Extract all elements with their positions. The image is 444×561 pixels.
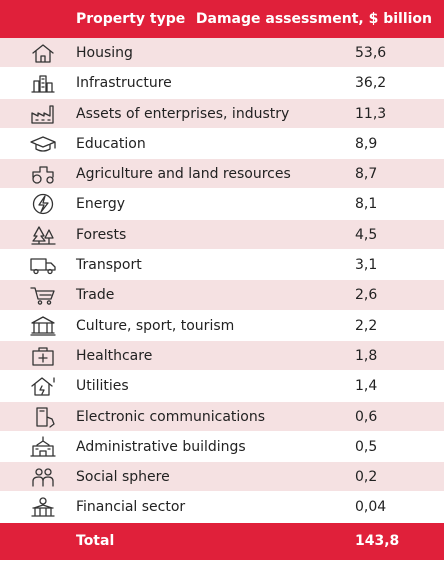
row-label: Forests bbox=[76, 226, 127, 243]
truck-icon bbox=[28, 254, 58, 276]
row-value: 0,04 bbox=[355, 499, 387, 516]
government-building-icon bbox=[28, 436, 58, 458]
row-label: Social sphere bbox=[76, 469, 170, 486]
table-row: Housing 53,6 bbox=[0, 38, 444, 69]
row-label: Energy bbox=[76, 196, 126, 213]
phone-hand-icon bbox=[28, 406, 58, 428]
table-row: Infrastructure 36,2 bbox=[0, 68, 444, 99]
row-label: Education bbox=[76, 135, 146, 152]
total-label: Total bbox=[76, 532, 115, 549]
row-value: 8,9 bbox=[355, 135, 378, 152]
museum-icon bbox=[28, 315, 58, 337]
row-value: 1,8 bbox=[355, 347, 378, 364]
table-row: Healthcare 1,8 bbox=[0, 340, 444, 372]
total-row: Total 143,8 bbox=[0, 522, 444, 560]
table-body: Housing 53,6 Infrastructure 36,2 Assets of e… bbox=[0, 38, 444, 523]
row-value: 0,6 bbox=[355, 408, 378, 425]
row-label: Housing bbox=[76, 45, 133, 61]
row-label: Infrastructure bbox=[76, 75, 172, 92]
row-value: 2,6 bbox=[355, 287, 378, 304]
row-label: Culture, sport, tourism bbox=[76, 317, 235, 334]
table-row: Assets of enterprises, industry 11,3 bbox=[0, 98, 444, 129]
row-label: Healthcare bbox=[76, 347, 153, 364]
table-row: Trade 2,6 bbox=[0, 280, 444, 311]
row-label: Trade bbox=[76, 287, 115, 304]
row-label: Electronic communications bbox=[76, 408, 266, 425]
header-damage-assessment: Damage assessment, $ billion bbox=[195, 11, 432, 27]
city-buildings-icon bbox=[28, 72, 58, 94]
row-label: Assets of enterprises, industry bbox=[76, 105, 290, 122]
row-label: Financial sector bbox=[76, 499, 186, 516]
header-property-type: Property type bbox=[76, 11, 186, 27]
factory-icon bbox=[28, 103, 58, 125]
tractor-icon bbox=[28, 163, 58, 185]
table-header: Property type Damage assessment, $ billi… bbox=[0, 0, 444, 38]
bank-icon bbox=[28, 496, 58, 518]
table-row: Utilities 1,4 bbox=[0, 371, 444, 402]
table-row: Electronic communications 0,6 bbox=[0, 401, 444, 432]
table-row: Social sphere 0,2 bbox=[0, 462, 444, 493]
lightning-icon bbox=[28, 193, 58, 215]
row-value: 53,6 bbox=[355, 45, 387, 61]
table-row: Education 8,9 bbox=[0, 128, 444, 160]
row-label: Agriculture and land resources bbox=[76, 166, 291, 183]
graduation-cap-icon bbox=[28, 133, 58, 155]
row-value: 0,2 bbox=[355, 469, 378, 486]
row-label: Utilities bbox=[76, 378, 129, 395]
row-value: 8,7 bbox=[355, 166, 378, 183]
row-value: 4,5 bbox=[355, 226, 378, 243]
table-row: Energy 8,1 bbox=[0, 189, 444, 220]
row-value: 11,3 bbox=[355, 105, 387, 122]
total-value: 143,8 bbox=[355, 532, 400, 549]
table-row: Administrative buildings 0,5 bbox=[0, 431, 444, 463]
table-row: Agriculture and land resources 8,7 bbox=[0, 159, 444, 190]
row-value: 36,2 bbox=[355, 75, 387, 92]
house-plug-icon bbox=[28, 375, 58, 397]
row-value: 2,2 bbox=[355, 317, 378, 334]
row-value: 0,5 bbox=[355, 438, 378, 455]
trees-icon bbox=[28, 224, 58, 246]
row-label: Administrative buildings bbox=[76, 438, 246, 455]
table-row: Transport 3,1 bbox=[0, 250, 444, 281]
row-value: 1,4 bbox=[355, 378, 378, 395]
row-label: Transport bbox=[76, 257, 142, 274]
shopping-cart-icon bbox=[28, 284, 58, 306]
people-icon bbox=[28, 466, 58, 488]
table-row: Forests 4,5 bbox=[0, 219, 444, 251]
house-icon bbox=[28, 42, 58, 64]
table-row: Financial sector 0,04 bbox=[0, 492, 444, 523]
row-value: 8,1 bbox=[355, 196, 378, 213]
medical-kit-icon bbox=[28, 345, 58, 367]
table-row: Culture, sport, tourism 2,2 bbox=[0, 310, 444, 341]
row-value: 3,1 bbox=[355, 257, 378, 274]
